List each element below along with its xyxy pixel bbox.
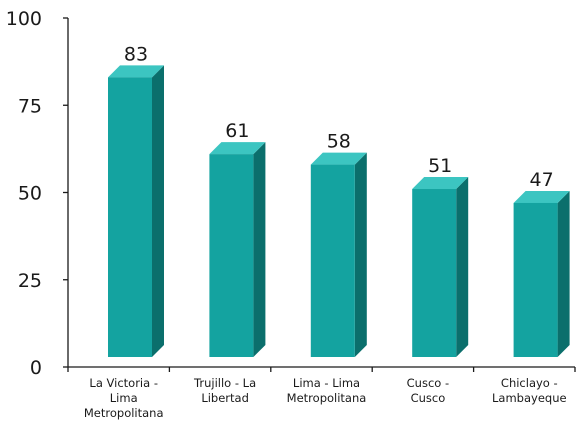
x-category-label-line: Cusco [411, 391, 446, 405]
bar-front [209, 154, 254, 357]
bar-value-label: 47 [530, 169, 554, 191]
x-category-label: Chiclayo -Lambayeque [492, 376, 567, 405]
y-tick-label: 100 [6, 8, 42, 30]
bar: 58 [310, 131, 367, 357]
x-category-label-line: Lima [110, 391, 138, 405]
x-category-label-line: Lambayeque [492, 391, 567, 405]
x-category-label-line: Libertad [201, 391, 249, 405]
x-category-label-line: Trujillo - La [193, 376, 256, 390]
x-category-label-line: Metropolitana [287, 391, 367, 405]
y-axis: 0 25 50 75 100 [6, 8, 69, 379]
bar-top [513, 190, 570, 203]
bar-front [108, 77, 152, 357]
bar-top [310, 152, 367, 165]
bar-value-label: 83 [124, 43, 148, 65]
bar-side [253, 142, 266, 357]
x-category-label: La Victoria -Lima Metropolitana [84, 376, 164, 420]
bar: 83 [108, 43, 164, 357]
x-category-label: Trujillo - La Libertad [193, 376, 256, 405]
bar-side [557, 190, 570, 357]
bar: 47 [513, 169, 570, 357]
bar-value-label: 51 [428, 155, 452, 177]
bar-top [108, 65, 164, 78]
x-category-label-line: La Victoria - [89, 376, 158, 390]
y-tick-label: 25 [18, 270, 42, 292]
bar: 51 [412, 155, 469, 357]
bars: 83 61 58 51 47 [108, 43, 570, 357]
bar-value-label: 61 [225, 120, 249, 142]
bar-side [456, 177, 469, 357]
x-category-label: Cusco -Cusco [407, 376, 449, 405]
x-category-label-line: Lima - Lima [293, 376, 360, 390]
x-category-label-line: Chiclayo - [501, 376, 558, 390]
x-category-label: Lima - Lima Metropolitana [287, 376, 367, 405]
bar-front [412, 189, 457, 357]
bar-top [412, 177, 469, 190]
bar-value-label: 58 [327, 131, 351, 153]
y-tick-label: 0 [30, 357, 42, 379]
bar-side [354, 152, 367, 357]
y-tick-label: 75 [18, 95, 42, 117]
x-category-label-line: Cusco - [407, 376, 449, 390]
bar-front [513, 202, 558, 357]
y-tick-label: 50 [18, 183, 42, 205]
bar-front [310, 164, 355, 357]
bar: 61 [209, 120, 266, 357]
bar-top [209, 142, 266, 155]
bar-side [152, 65, 164, 357]
x-category-label-line: Metropolitana [84, 406, 164, 420]
